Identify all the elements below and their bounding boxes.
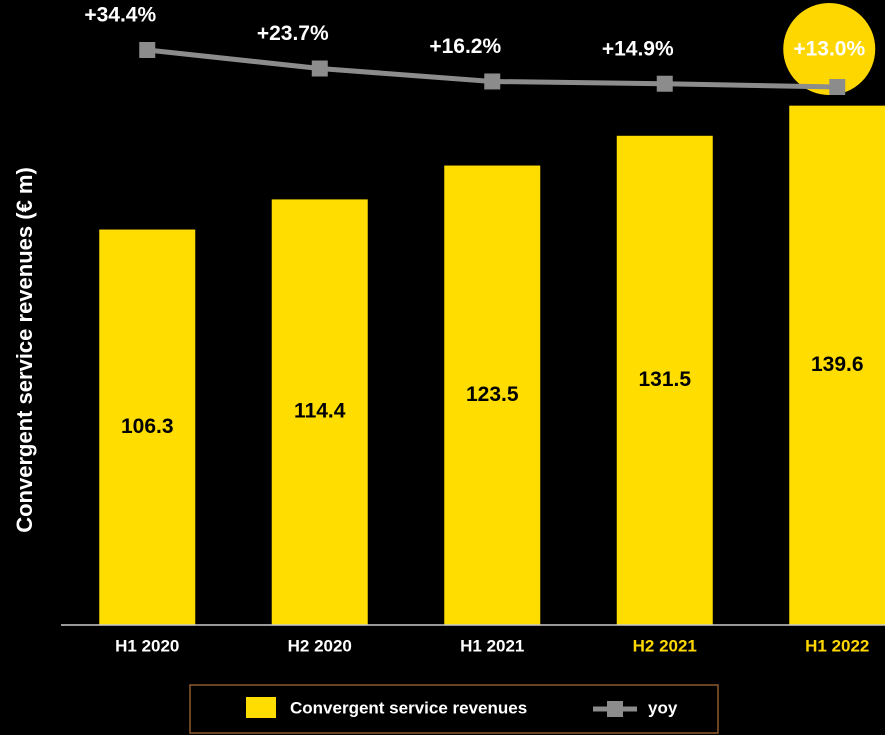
bar xyxy=(99,229,196,625)
yoy-value-label: +16.2% xyxy=(429,35,501,58)
highlight-circle xyxy=(783,3,876,96)
bar xyxy=(271,199,368,625)
yoy-marker xyxy=(139,41,156,58)
legend-label: yoy xyxy=(648,698,678,717)
y-axis-label: Convergent service revenues (€ m) xyxy=(12,167,37,533)
yoy-value-label: +14.9% xyxy=(602,37,674,60)
legend-swatch xyxy=(246,697,276,718)
legend-marker xyxy=(607,701,623,717)
x-tick-label: H2 2020 xyxy=(288,636,352,655)
bar-value-label: 106.3 xyxy=(121,415,174,438)
x-tick-label: H1 2021 xyxy=(460,636,524,655)
yoy-marker xyxy=(656,75,673,92)
bar xyxy=(789,105,885,625)
bar xyxy=(444,165,541,625)
x-tick-label: H1 2022 xyxy=(805,636,869,655)
yoy-marker xyxy=(829,79,846,96)
yoy-marker xyxy=(311,60,328,77)
x-tick-label: H1 2020 xyxy=(115,636,179,655)
bar xyxy=(616,135,713,625)
bar-value-label: 131.5 xyxy=(638,368,691,391)
bar-value-label: 139.6 xyxy=(811,353,864,376)
legend-label: Convergent service revenues xyxy=(290,698,527,717)
yoy-value-label: +13.0% xyxy=(793,38,865,61)
yoy-value-label: +34.4% xyxy=(84,4,156,27)
yoy-marker xyxy=(484,73,501,90)
x-tick-label: H2 2021 xyxy=(633,636,697,655)
bar-value-label: 123.5 xyxy=(466,383,519,406)
yoy-value-label: +23.7% xyxy=(257,22,329,45)
legend-box xyxy=(189,684,719,734)
bar-value-label: 114.4 xyxy=(294,400,346,423)
